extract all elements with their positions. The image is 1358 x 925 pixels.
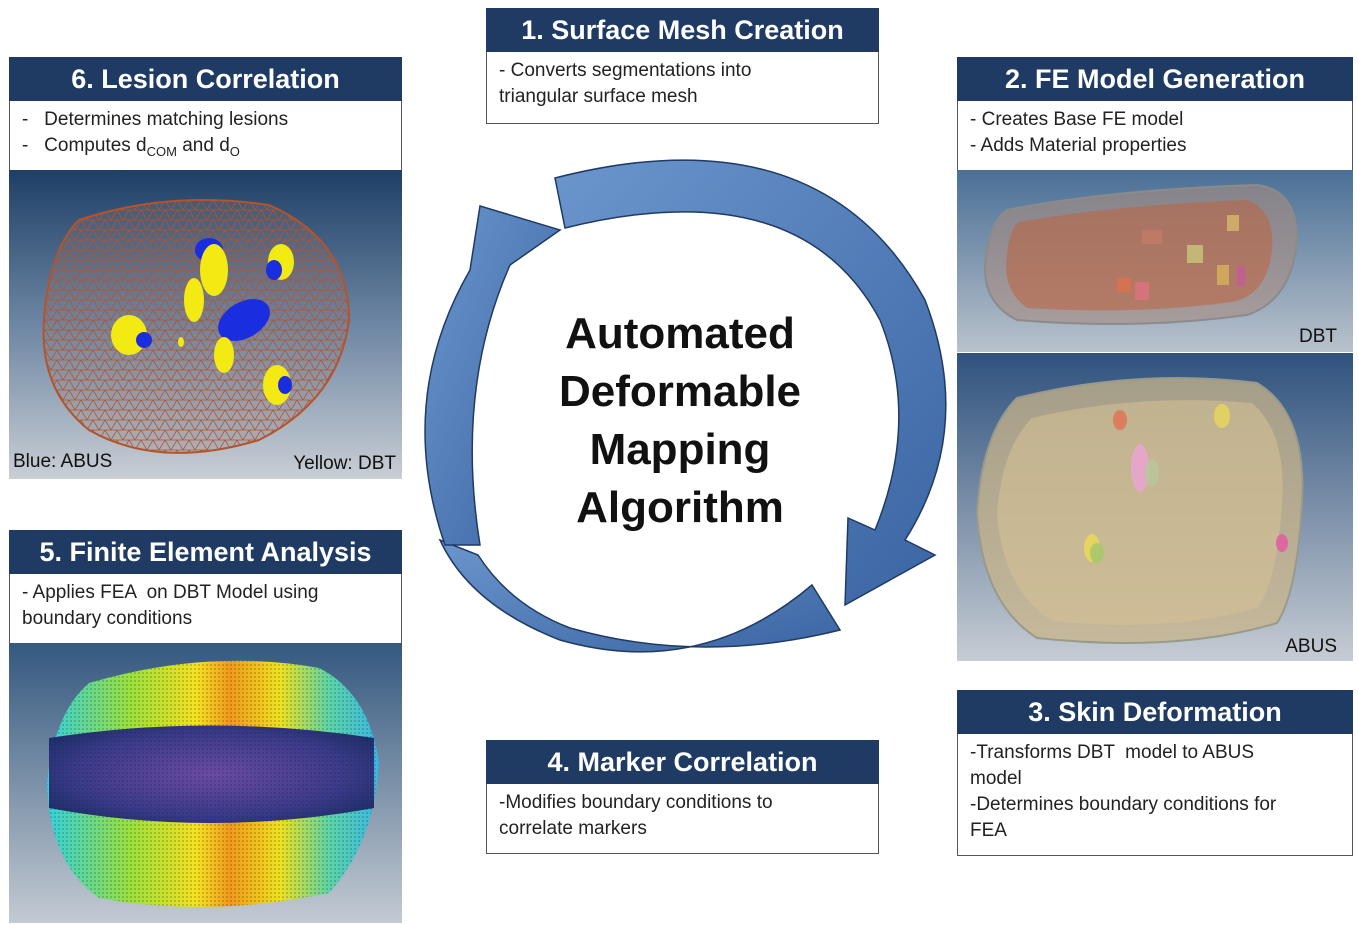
step-2-box: 2. FE Model Generation - Creates Base FE… xyxy=(957,57,1353,171)
lesion-mesh-image: Blue: ABUS Yellow: DBT xyxy=(9,170,402,479)
fea-image xyxy=(9,643,402,923)
caption-abus: ABUS xyxy=(1285,636,1337,657)
step-5-line-2: boundary conditions xyxy=(22,608,193,629)
step-1-description: - Converts segmentations into triangular… xyxy=(486,52,879,124)
step-5-description: - Applies FEA on DBT Model using boundar… xyxy=(9,574,402,644)
center-line-2: Deformable xyxy=(558,367,802,416)
arrow-bottom xyxy=(438,538,842,653)
step-5-line-1: - Applies FEA on DBT Model using xyxy=(22,582,319,603)
step-6-line-2-mid: and d xyxy=(176,135,230,156)
step-2-title: 2. FE Model Generation xyxy=(957,57,1353,101)
step-6-title: 6. Lesion Correlation xyxy=(9,57,402,101)
step-5-title: 5. Finite Element Analysis xyxy=(9,530,402,574)
caption-dbt: DBT xyxy=(1299,326,1337,347)
center-line-4: Algorithm xyxy=(576,483,784,532)
center-line-3: Mapping xyxy=(589,425,771,474)
step-3-description: -Transforms DBT model to ABUS model -Det… xyxy=(957,734,1353,856)
step-6-line-2: - Computes dCOM and dO xyxy=(22,133,389,165)
caption-blue-abus: Blue: ABUS xyxy=(13,451,113,472)
step-4-title: 4. Marker Correlation xyxy=(486,740,879,784)
arrow-left xyxy=(424,205,562,546)
step-4-description: -Modifies boundary conditions to correla… xyxy=(486,784,879,854)
step-5-box: 5. Finite Element Analysis - Applies FEA… xyxy=(9,530,402,644)
step-3-line-4: FEA xyxy=(970,820,1007,841)
step-3-line-3: -Determines boundary conditions for xyxy=(970,794,1277,815)
step-3-title: 3. Skin Deformation xyxy=(957,690,1353,734)
step-3-box: 3. Skin Deformation -Transforms DBT mode… xyxy=(957,690,1353,856)
step-1-box: 1. Surface Mesh Creation - Converts segm… xyxy=(486,8,879,124)
center-title: Automated Deformable Mapping Algorithm xyxy=(500,305,860,537)
step-2-line-2: - Adds Material properties xyxy=(970,135,1187,156)
center-line-1: Automated xyxy=(565,309,795,358)
do-subscript: O xyxy=(229,143,240,159)
step-4-line-2: correlate markers xyxy=(499,818,647,839)
step-1-line-2: triangular surface mesh xyxy=(499,86,698,107)
step-6-line-1: - Determines matching lesions xyxy=(22,109,289,130)
step-1-title: 1. Surface Mesh Creation xyxy=(486,8,879,52)
step-4-line-1: -Modifies boundary conditions to xyxy=(499,792,773,813)
step-2-line-1: - Creates Base FE model xyxy=(970,109,1184,130)
step-3-line-2: model xyxy=(970,768,1022,789)
caption-yellow-dbt: Yellow: DBT xyxy=(293,453,396,474)
step-6-line-2-text: - Computes d xyxy=(22,135,147,156)
dcom-subscript: COM xyxy=(146,143,177,159)
step-6-description: - Determines matching lesions - Computes… xyxy=(9,101,402,171)
step-6-box: 6. Lesion Correlation - Determines match… xyxy=(9,57,402,171)
step-2-description: - Creates Base FE model - Adds Material … xyxy=(957,101,1353,171)
abus-model-image: ABUS xyxy=(957,353,1353,661)
arrow-top-right xyxy=(554,159,947,607)
dbt-model-image: DBT xyxy=(957,170,1353,352)
step-3-line-1: -Transforms DBT model to ABUS xyxy=(970,742,1255,763)
step-1-line-1: - Converts segmentations into xyxy=(499,60,752,81)
step-4-box: 4. Marker Correlation -Modifies boundary… xyxy=(486,740,879,854)
